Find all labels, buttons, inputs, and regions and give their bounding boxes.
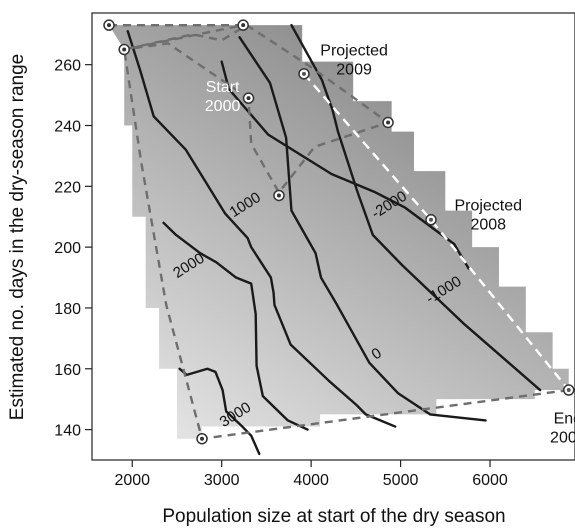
annotation-projected-2008-line-0: Projected	[454, 198, 522, 215]
y-axis: 140 160 180 200 220 240 260	[54, 58, 92, 440]
projected-path	[303, 73, 570, 391]
contour-line-3000	[178, 367, 261, 456]
trajectory-point-center-5	[386, 120, 391, 125]
trajectory-point-center-6	[200, 436, 205, 441]
y-tick-label-140: 140	[54, 423, 81, 440]
contour-line-2000	[162, 221, 309, 431]
plot-frame	[91, 12, 575, 461]
x-tick-label-4000: 4000	[293, 472, 329, 489]
annotation-projected-2009-line-1: 2009	[336, 62, 372, 79]
trajectory-point-center-1	[241, 23, 246, 28]
annotation-start-line-1: 2000	[205, 98, 241, 115]
x-axis: 2000 3000 4000 5000 6000	[114, 460, 508, 489]
trajectory-point-center-4	[276, 193, 281, 198]
trajectory-point-center-0	[106, 23, 111, 28]
y-tick-label-260: 260	[54, 58, 81, 75]
trajectory-points	[103, 19, 575, 445]
x-tick-label-5000: 5000	[383, 472, 419, 489]
x-tick-label-3000: 3000	[204, 472, 240, 489]
annotation-projected-2009: Projected 2009	[320, 43, 388, 79]
x-axis-title: Population size at start of the dry seas…	[162, 506, 505, 527]
contour-line-1000	[126, 30, 397, 428]
annotation-start: Start 2000	[205, 79, 241, 115]
y-tick-label-240: 240	[54, 119, 81, 136]
annotations: Start 2000 Projected 2009 Projected 2008 End 20…	[205, 43, 575, 447]
annotation-end: End 2007	[550, 411, 575, 447]
annotation-projected-2009-line-0: Projected	[320, 43, 388, 60]
x-tick-label-6000: 6000	[472, 472, 508, 489]
trajectory-point-center-3	[246, 96, 251, 101]
annotation-start-line-0: Start	[206, 79, 240, 96]
projected-line	[303, 73, 570, 391]
y-tick-label-200: 200	[54, 240, 81, 257]
contour-line--1000	[290, 23, 542, 392]
projected-point-center-2	[566, 388, 571, 393]
x-tick-label-2000: 2000	[114, 472, 150, 489]
annotation-end-line-0: End	[554, 411, 575, 428]
y-tick-label-220: 220	[54, 179, 81, 196]
y-axis-title: Estimated no. days in the dry-season ran…	[7, 54, 28, 420]
annotation-end-line-1: 2007	[550, 430, 575, 447]
y-tick-label-180: 180	[54, 301, 81, 318]
annotation-projected-2008: Projected 2008	[454, 198, 522, 234]
trajectory-point-center-2	[122, 47, 127, 52]
y-tick-label-160: 160	[54, 362, 81, 379]
shaded-surface	[108, 25, 569, 439]
annotation-projected-2008-line-1: 2008	[470, 217, 506, 234]
contour-line-0	[238, 36, 487, 422]
projected-point-center-0	[301, 71, 306, 76]
projected-point-center-1	[428, 217, 433, 222]
shaded-region	[108, 25, 569, 439]
